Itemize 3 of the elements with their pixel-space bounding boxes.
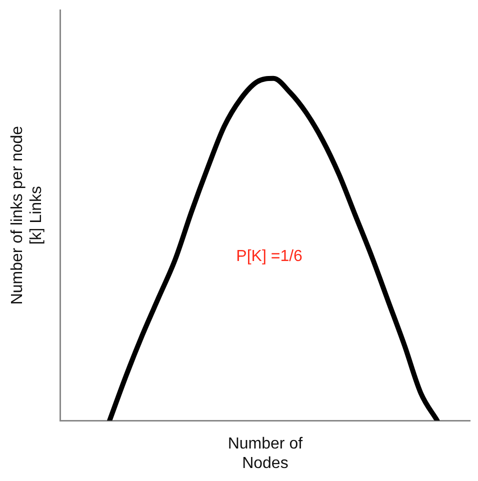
annotation: P[K] =1/6 [236,248,303,265]
y-axis-title: Number of links per node [k] Links [9,126,46,305]
x-axis-title: Number of Nodes [228,436,304,472]
